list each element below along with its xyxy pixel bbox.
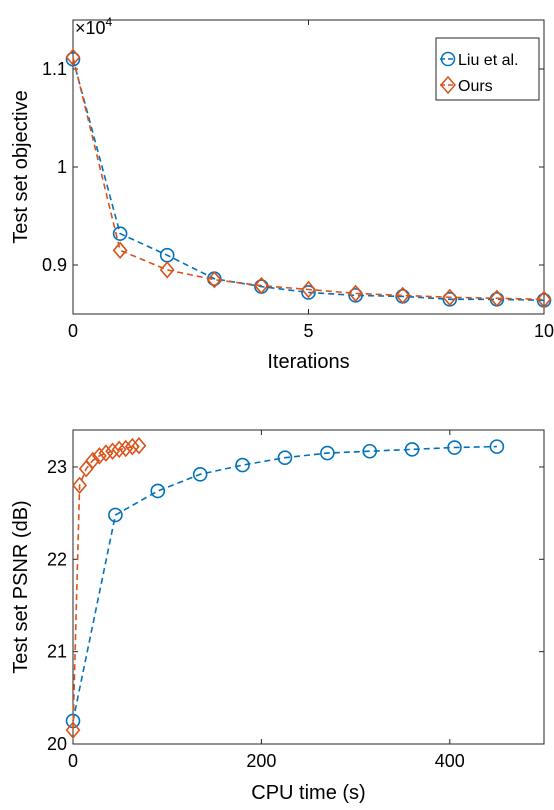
top-y-tick-label: 0.9 bbox=[42, 255, 67, 275]
top-point-ours bbox=[395, 286, 411, 305]
bottom-y-axis-label: Test set PSNR (dB) bbox=[10, 500, 32, 673]
top-x-tick-label: 10 bbox=[534, 321, 554, 341]
bottom-series-line-liu-et-al bbox=[72, 445, 497, 722]
bottom-x-axis-label: CPU time (s) bbox=[251, 782, 365, 804]
top-y-tick-label: 1.1 bbox=[42, 59, 67, 79]
legend-label-ours: Ours bbox=[458, 78, 493, 95]
top-point-ours bbox=[442, 288, 458, 307]
top-series-group bbox=[65, 48, 552, 309]
bottom-point-ours bbox=[91, 447, 107, 465]
legend-entry-ours: Ours bbox=[440, 75, 493, 95]
bottom-point-liu-et-al bbox=[404, 442, 420, 457]
top-point-ours bbox=[348, 284, 364, 303]
bottom-point-liu-et-al bbox=[447, 440, 462, 455]
bottom-x-tick-label: 200 bbox=[246, 751, 276, 771]
exponent-power: 4 bbox=[106, 15, 113, 29]
bottom-x-tick-label: 400 bbox=[435, 751, 465, 771]
top-point-ours bbox=[301, 280, 316, 299]
bottom-point-ours bbox=[85, 451, 101, 470]
legend-marker-ours bbox=[440, 75, 456, 95]
bottom-point-ours bbox=[105, 442, 120, 460]
iterations-objective-chart: 0 5 10 0.9 1 1.1 Iterations Test set objectiv… bbox=[10, 15, 554, 373]
top-point-ours bbox=[159, 261, 175, 279]
top-point-ours bbox=[536, 290, 552, 309]
bottom-point-liu-et-al bbox=[235, 457, 250, 473]
legend-entry-liu: Liu et al. bbox=[440, 51, 518, 69]
bottom-plot-area bbox=[72, 429, 545, 745]
bottom-axis-ticks: 0 200 400 20 21 22 23 bbox=[47, 430, 544, 771]
legend-marker-liu bbox=[440, 51, 456, 67]
bottom-point-ours bbox=[98, 444, 114, 462]
bottom-point-ours bbox=[65, 721, 81, 739]
top-point-ours bbox=[65, 48, 81, 66]
bottom-point-ours bbox=[111, 440, 127, 459]
bottom-y-tick-label: 23 bbox=[47, 457, 67, 477]
bottom-point-liu-et-al bbox=[277, 450, 293, 466]
bottom-point-liu-et-al bbox=[489, 439, 505, 454]
top-y-axis-exponent: ×104 bbox=[75, 15, 113, 38]
bottom-point-ours bbox=[72, 476, 88, 495]
bottom-point-liu-et-al bbox=[362, 443, 378, 459]
bottom-point-ours bbox=[131, 436, 147, 455]
exponent-base: ×10 bbox=[75, 18, 106, 38]
top-point-liu-et-al bbox=[301, 285, 316, 300]
top-x-axis-label: Iterations bbox=[267, 351, 349, 373]
top-y-tick-label: 1 bbox=[57, 157, 67, 177]
bottom-point-ours bbox=[118, 439, 134, 458]
top-point-liu-et-al bbox=[112, 226, 128, 241]
bottom-y-tick-label: 22 bbox=[47, 549, 67, 569]
top-y-axis-label: Test set objective bbox=[10, 90, 32, 243]
legend-label-liu: Liu et al. bbox=[458, 52, 518, 69]
bottom-x-tick-label: 0 bbox=[68, 751, 78, 771]
top-point-ours bbox=[206, 270, 222, 289]
bottom-series-group bbox=[65, 436, 505, 739]
top-point-ours bbox=[489, 289, 505, 308]
top-series-line-liu-et-al bbox=[72, 58, 545, 302]
top-series-line-ours bbox=[72, 57, 545, 301]
bottom-y-tick-label: 21 bbox=[47, 642, 67, 662]
cputime-psnr-chart: 0 200 400 20 21 22 23 CPU time (s) Test set PS… bbox=[10, 429, 545, 804]
top-axis-ticks: 0 5 10 0.9 1 1.1 bbox=[42, 20, 554, 341]
bottom-y-tick-label: 20 bbox=[47, 734, 67, 754]
legend: Liu et al. Ours bbox=[435, 37, 540, 101]
legend-box bbox=[435, 37, 540, 101]
bottom-point-liu-et-al bbox=[108, 507, 123, 523]
top-point-ours bbox=[112, 241, 128, 260]
top-x-tick-label: 5 bbox=[303, 321, 313, 341]
top-point-ours bbox=[253, 276, 269, 295]
bottom-point-liu-et-al bbox=[192, 467, 208, 482]
bottom-point-ours bbox=[124, 437, 140, 456]
bottom-point-liu-et-al bbox=[320, 445, 335, 461]
top-x-tick-label: 0 bbox=[68, 321, 78, 341]
bottom-point-liu-et-al bbox=[150, 483, 166, 499]
